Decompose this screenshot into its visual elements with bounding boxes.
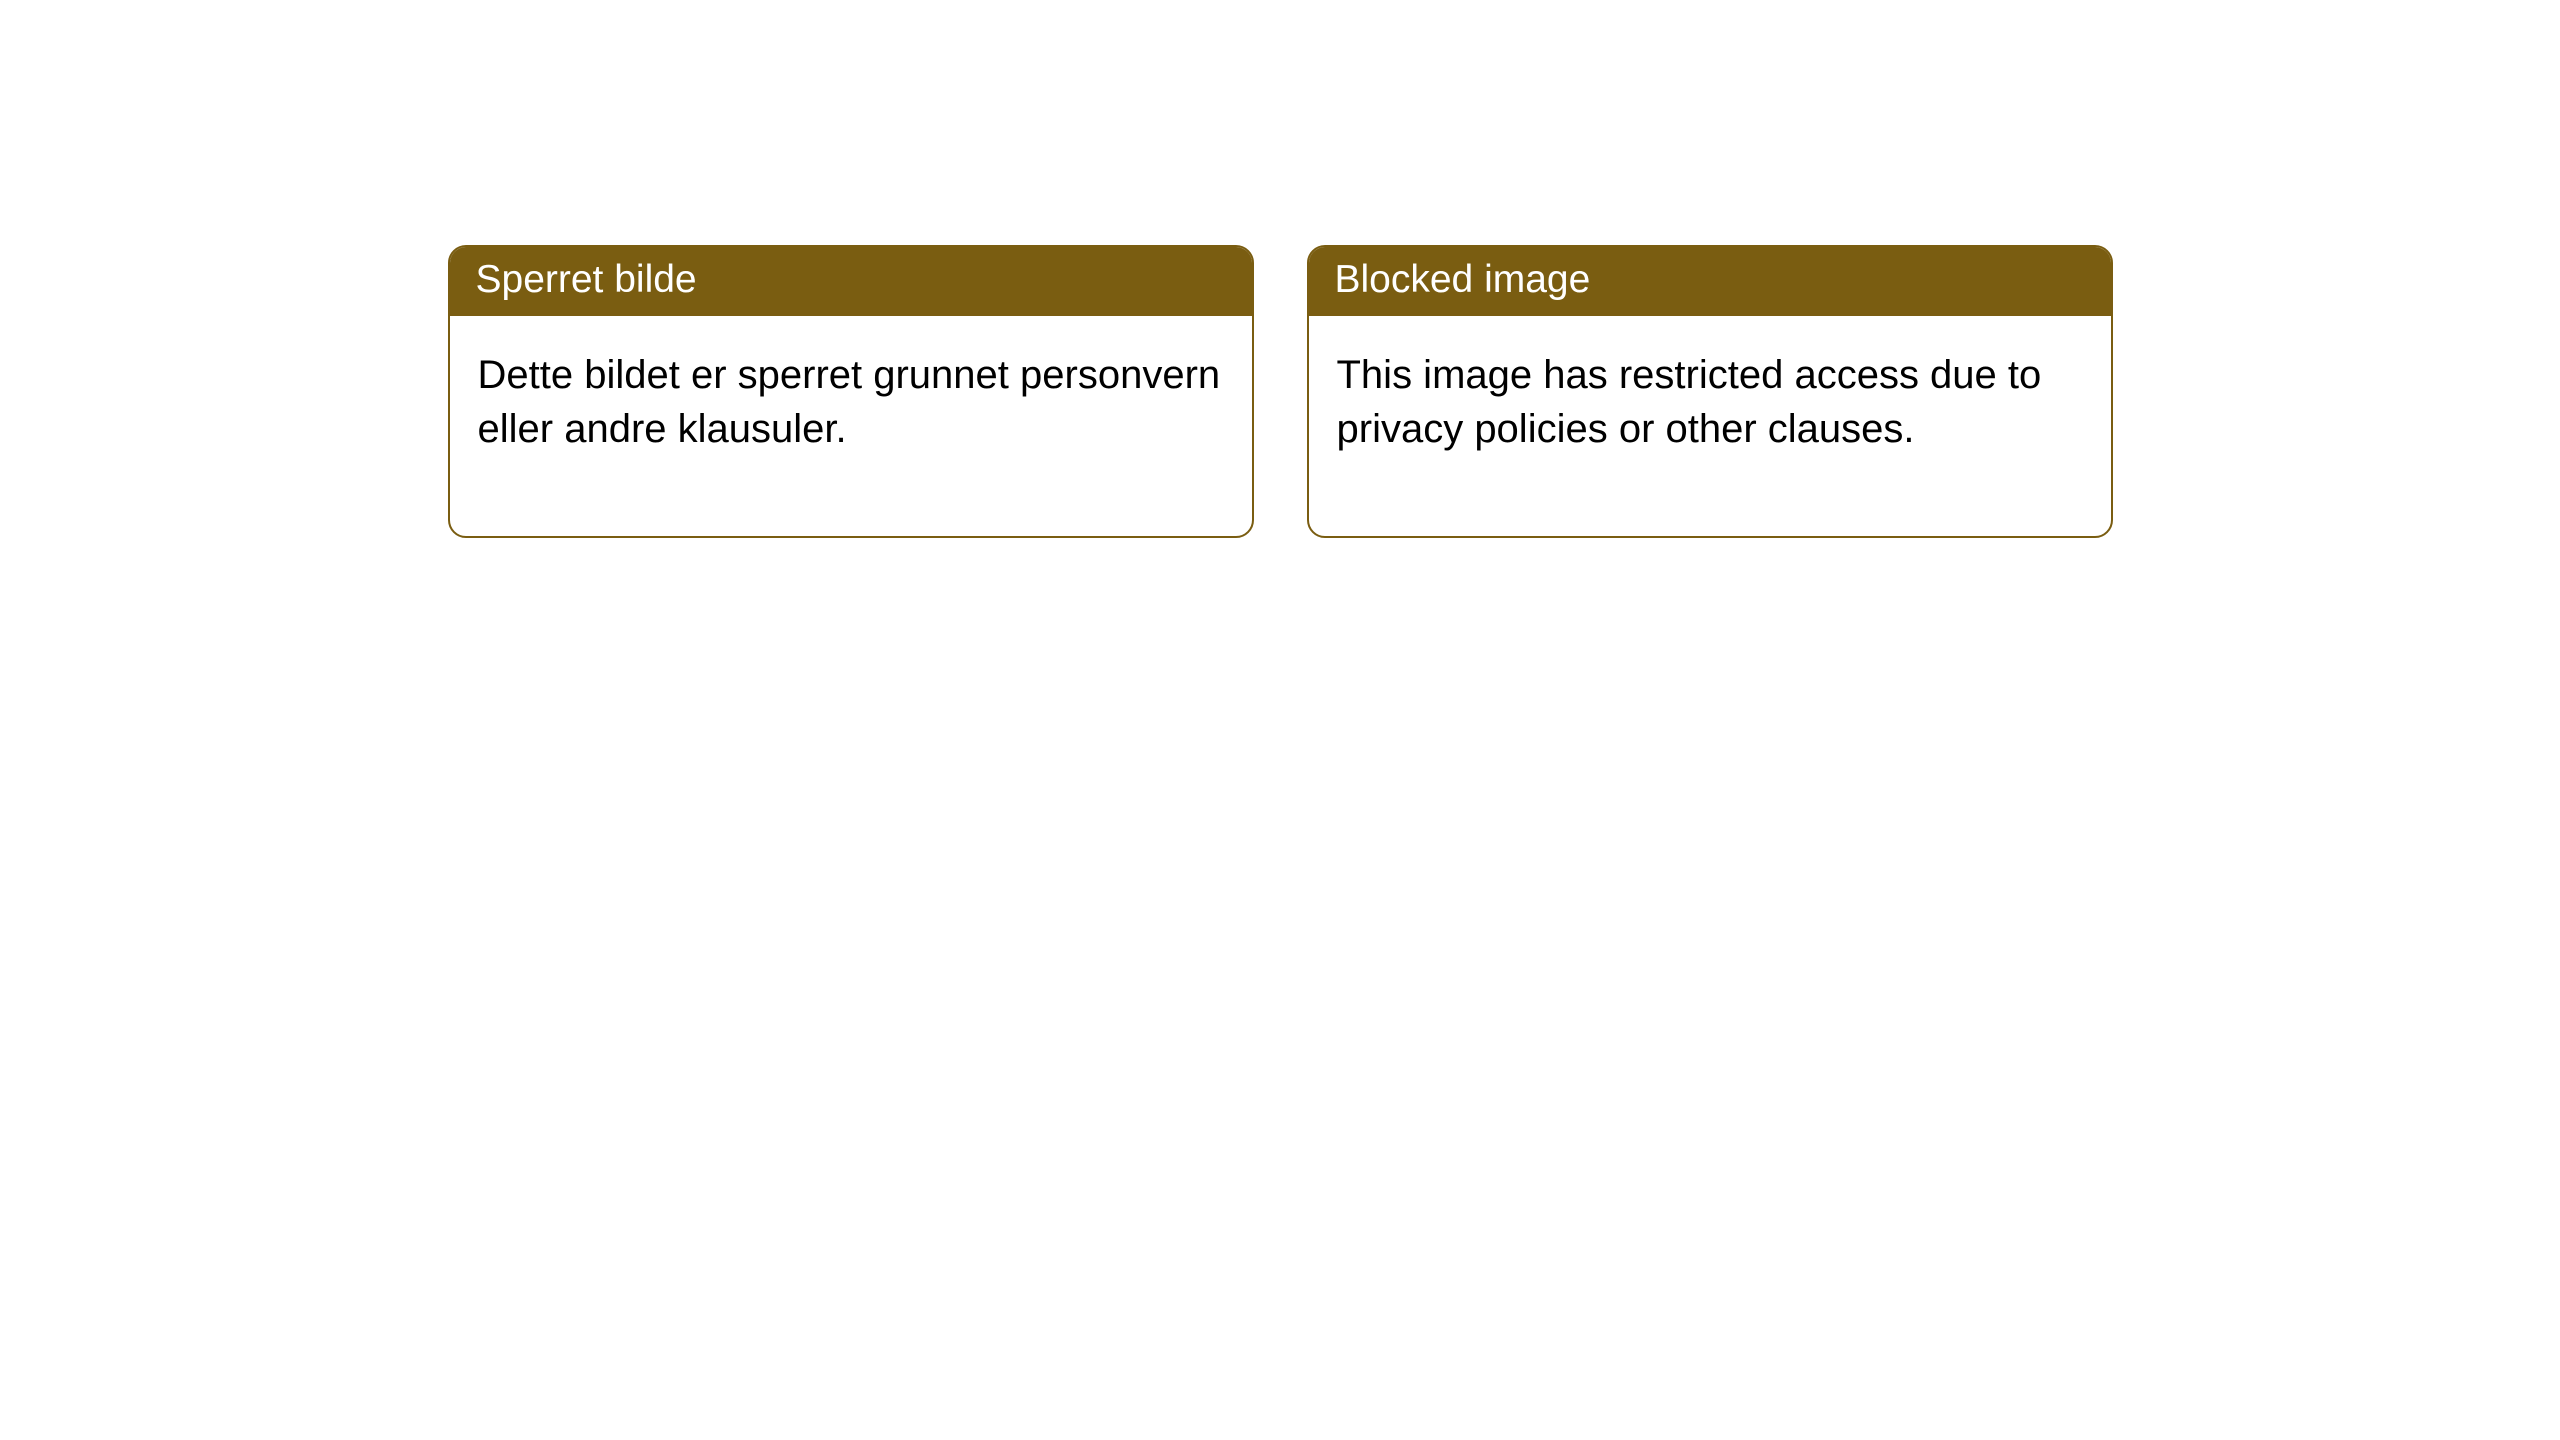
notice-container: Sperret bilde Dette bildet er sperret gr… [0, 245, 2560, 538]
notice-card-body: Dette bildet er sperret grunnet personve… [450, 316, 1252, 536]
notice-card-body: This image has restricted access due to … [1309, 316, 2111, 536]
notice-card-title: Sperret bilde [450, 247, 1252, 316]
notice-card-title: Blocked image [1309, 247, 2111, 316]
notice-card-english: Blocked image This image has restricted … [1307, 245, 2113, 538]
notice-card-norwegian: Sperret bilde Dette bildet er sperret gr… [448, 245, 1254, 538]
